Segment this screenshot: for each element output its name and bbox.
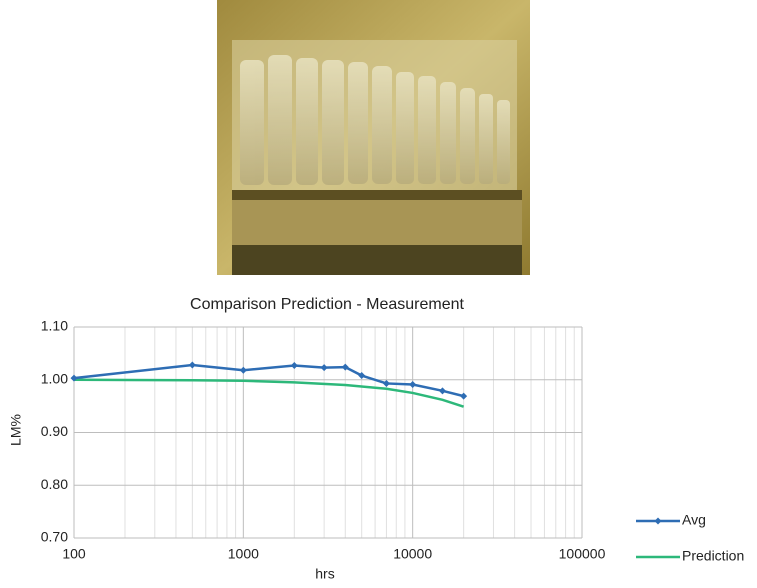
y-tick-label: 0.90 [41, 423, 68, 439]
point [341, 363, 349, 371]
point [320, 364, 328, 372]
point [409, 380, 417, 388]
x-tick-label: 10000 [393, 546, 432, 562]
legend-label: Avg [682, 512, 706, 528]
point [239, 366, 247, 374]
x-tick-label: 1000 [228, 546, 259, 562]
series-line [73, 378, 465, 408]
x-axis-label: hrs [315, 566, 334, 582]
legend-marker [654, 517, 662, 525]
photo [217, 0, 530, 275]
y-tick-label: 1.10 [41, 318, 68, 334]
point [358, 372, 366, 380]
y-axis-label: LM% [8, 414, 24, 446]
point [290, 362, 298, 370]
y-tick-label: 1.00 [41, 370, 68, 386]
legend-label: Prediction [682, 548, 744, 564]
x-tick-label: 100000 [559, 546, 606, 562]
y-tick-label: 0.80 [41, 476, 68, 492]
point [188, 361, 196, 369]
x-tick-label: 100 [62, 546, 86, 562]
point [438, 387, 446, 395]
y-tick-label: 0.70 [41, 529, 68, 545]
point [460, 392, 468, 400]
point [70, 374, 78, 382]
chart-title: Comparison Prediction - Measurement [190, 296, 464, 313]
point [382, 379, 390, 387]
